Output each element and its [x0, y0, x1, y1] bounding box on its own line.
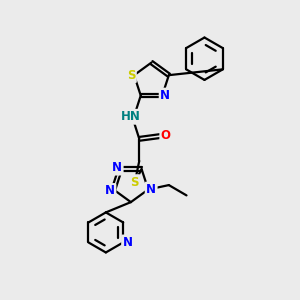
Text: S: S: [127, 69, 135, 82]
Text: N: N: [105, 184, 115, 197]
Text: N: N: [160, 89, 170, 102]
Text: N: N: [123, 236, 133, 249]
Text: O: O: [161, 129, 171, 142]
Text: N: N: [146, 183, 156, 196]
Text: HN: HN: [121, 110, 140, 123]
Text: N: N: [112, 161, 122, 174]
Text: S: S: [130, 176, 139, 189]
